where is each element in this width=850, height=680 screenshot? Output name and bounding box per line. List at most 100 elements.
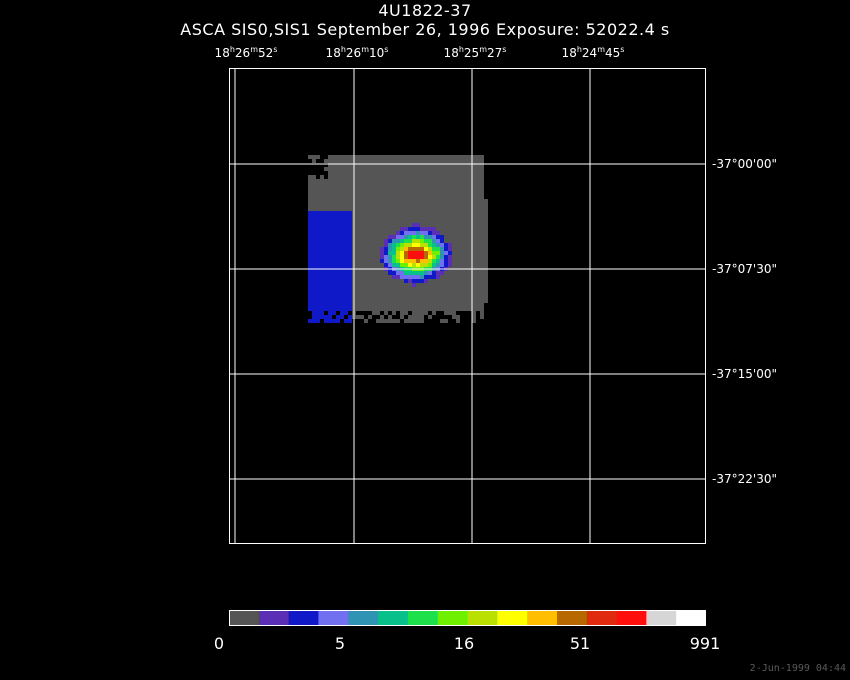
heatmap-cell	[332, 203, 336, 207]
heatmap-cell	[324, 199, 328, 203]
heatmap-cell	[380, 235, 384, 239]
heatmap-cell	[412, 319, 416, 323]
heatmap-cell	[324, 275, 328, 279]
heatmap-cell	[388, 183, 392, 187]
heatmap-cell	[336, 167, 340, 171]
heatmap-cell	[456, 275, 460, 279]
heatmap-cell	[376, 271, 380, 275]
heatmap-cell	[384, 231, 388, 235]
heatmap-cell	[464, 191, 468, 195]
heatmap-cell	[396, 271, 400, 275]
heatmap-cell	[320, 239, 324, 243]
heatmap-cell	[480, 287, 484, 291]
heatmap-cell	[420, 287, 424, 291]
heatmap-cell	[328, 239, 332, 243]
heatmap-cell	[392, 243, 396, 247]
heatmap-cell	[364, 163, 368, 167]
heatmap-cell	[468, 159, 472, 163]
heatmap-cell	[464, 255, 468, 259]
heatmap-cell	[448, 295, 452, 299]
heatmap-cell	[328, 275, 332, 279]
heatmap-cell	[432, 211, 436, 215]
heatmap-cell	[464, 215, 468, 219]
heatmap-cell	[336, 199, 340, 203]
heatmap-cell	[336, 299, 340, 303]
heatmap-cell	[404, 231, 408, 235]
heatmap-cell	[416, 263, 420, 267]
heatmap-cell	[344, 239, 348, 243]
heatmap-cell	[364, 295, 368, 299]
heatmap-cell	[312, 223, 316, 227]
heatmap-cell	[384, 223, 388, 227]
dec-tick-label: -37°15'00"	[712, 367, 778, 381]
heatmap-cell	[440, 155, 444, 159]
heatmap-cell	[408, 211, 412, 215]
heatmap-cell	[360, 183, 364, 187]
heatmap-cell	[444, 211, 448, 215]
heatmap-cell	[312, 159, 316, 163]
heatmap-cell	[456, 315, 460, 319]
heatmap-cell	[396, 231, 400, 235]
heatmap-cell	[436, 167, 440, 171]
heatmap-cell	[384, 155, 388, 159]
heatmap-cell	[448, 175, 452, 179]
heatmap-cell	[456, 319, 460, 323]
heatmap-cell	[336, 259, 340, 263]
heatmap-cell	[308, 219, 312, 223]
heatmap-cell	[376, 307, 380, 311]
heatmap-cell	[368, 159, 372, 163]
heatmap-cell	[380, 315, 384, 319]
heatmap-cell	[404, 235, 408, 239]
heatmap-cell	[320, 191, 324, 195]
heatmap-cell	[432, 255, 436, 259]
heatmap-cell	[388, 251, 392, 255]
heatmap-cell	[340, 167, 344, 171]
heatmap-cell	[356, 239, 360, 243]
heatmap-cell	[476, 247, 480, 251]
heatmap-cell	[468, 155, 472, 159]
heatmap-cell	[440, 187, 444, 191]
heatmap-cell	[412, 195, 416, 199]
heatmap-cell	[368, 259, 372, 263]
heatmap-cell	[392, 259, 396, 263]
heatmap-cell	[368, 155, 372, 159]
heatmap-cell	[368, 251, 372, 255]
heatmap-cell	[344, 291, 348, 295]
heatmap-cell	[376, 287, 380, 291]
heatmap-cell	[476, 155, 480, 159]
heatmap-cell	[412, 287, 416, 291]
heatmap-cell	[472, 275, 476, 279]
heatmap-cell	[380, 219, 384, 223]
heatmap-cell	[424, 255, 428, 259]
heatmap-cell	[448, 191, 452, 195]
heatmap-cell	[308, 247, 312, 251]
heatmap-cell	[308, 291, 312, 295]
heatmap-cell	[460, 195, 464, 199]
heatmap-cell	[308, 283, 312, 287]
heatmap-cell	[344, 167, 348, 171]
heatmap-cell	[404, 263, 408, 267]
heatmap-cell	[340, 227, 344, 231]
heatmap-cell	[456, 291, 460, 295]
heatmap-cell	[456, 211, 460, 215]
heatmap-cell	[436, 291, 440, 295]
heatmap-cell	[412, 271, 416, 275]
heatmap-cell	[316, 299, 320, 303]
heatmap-cell	[324, 263, 328, 267]
heatmap-cell	[436, 219, 440, 223]
heatmap-cell	[324, 315, 328, 319]
heatmap-cell	[436, 215, 440, 219]
heatmap-cell	[436, 275, 440, 279]
heatmap-cell	[392, 223, 396, 227]
heatmap-cell	[464, 219, 468, 223]
heatmap-cell	[440, 247, 444, 251]
heatmap-cell	[336, 215, 340, 219]
heatmap-cell	[348, 219, 352, 223]
heatmap-cell	[468, 171, 472, 175]
heatmap-cell	[452, 215, 456, 219]
heatmap-cell	[456, 235, 460, 239]
heatmap-cell	[380, 163, 384, 167]
heatmap-cell	[412, 207, 416, 211]
heatmap-cell	[384, 243, 388, 247]
heatmap-cell	[400, 275, 404, 279]
